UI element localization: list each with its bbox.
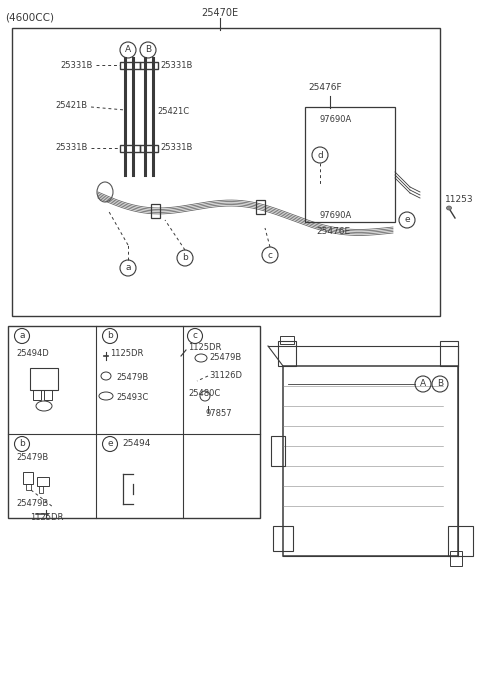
Bar [37, 477, 49, 486]
Bar [12, 28, 440, 316]
Bar [151, 204, 160, 218]
Text: 31126D: 31126D [209, 372, 242, 381]
Text: 25476E: 25476E [316, 227, 350, 236]
Text: 25479B: 25479B [16, 499, 48, 509]
Text: 11253: 11253 [445, 195, 474, 204]
Text: 25331B: 25331B [55, 144, 87, 153]
Text: A: A [420, 379, 426, 388]
Bar [120, 62, 140, 69]
Text: e: e [404, 215, 410, 225]
Bar [8, 326, 260, 518]
Text: b: b [19, 439, 25, 449]
Text: 97690A: 97690A [320, 116, 352, 125]
Text: 25331B: 25331B [60, 61, 92, 69]
Text: 25494: 25494 [122, 439, 150, 449]
Text: 1125DR: 1125DR [30, 513, 63, 522]
Bar [26, 484, 31, 490]
Bar [450, 551, 462, 566]
Text: b: b [182, 253, 188, 262]
Text: 25493C: 25493C [116, 394, 148, 402]
Text: 97690A: 97690A [320, 210, 352, 219]
Bar [271, 436, 285, 466]
Bar [280, 336, 294, 344]
Text: e: e [107, 439, 113, 449]
Bar [278, 341, 296, 366]
Bar [305, 107, 395, 222]
Bar [44, 390, 52, 400]
Bar [283, 366, 458, 556]
Text: c: c [267, 251, 273, 259]
Bar [273, 526, 293, 551]
Bar [33, 390, 41, 400]
Text: (4600CC): (4600CC) [5, 12, 54, 22]
Bar [23, 472, 33, 484]
Text: c: c [192, 332, 197, 340]
Text: 25331B: 25331B [160, 61, 192, 69]
Text: 25421B: 25421B [55, 101, 87, 110]
Text: 25476F: 25476F [308, 84, 342, 93]
Bar [39, 486, 43, 493]
Bar [140, 145, 158, 152]
Bar [140, 62, 158, 69]
Text: B: B [145, 46, 151, 54]
Bar [440, 341, 458, 366]
Text: 1125DR: 1125DR [110, 349, 144, 358]
Text: 25480C: 25480C [188, 390, 220, 398]
Text: A: A [125, 46, 131, 54]
Text: 97857: 97857 [205, 409, 232, 419]
Text: 25470E: 25470E [202, 8, 239, 18]
Text: a: a [125, 264, 131, 272]
Text: B: B [437, 379, 443, 388]
Bar [448, 526, 473, 556]
Text: 25494D: 25494D [16, 349, 49, 358]
Ellipse shape [446, 206, 452, 210]
Text: 25421C: 25421C [157, 108, 189, 116]
Bar [30, 368, 58, 390]
Text: 25479B: 25479B [16, 454, 48, 462]
Text: 25479B: 25479B [209, 353, 241, 362]
Text: 25479B: 25479B [116, 373, 148, 383]
Text: b: b [107, 332, 113, 340]
Bar [256, 200, 265, 214]
Text: 25331B: 25331B [160, 144, 192, 153]
Text: d: d [317, 151, 323, 159]
Bar [120, 145, 140, 152]
Text: a: a [19, 332, 25, 340]
Text: 1125DR: 1125DR [188, 343, 221, 353]
